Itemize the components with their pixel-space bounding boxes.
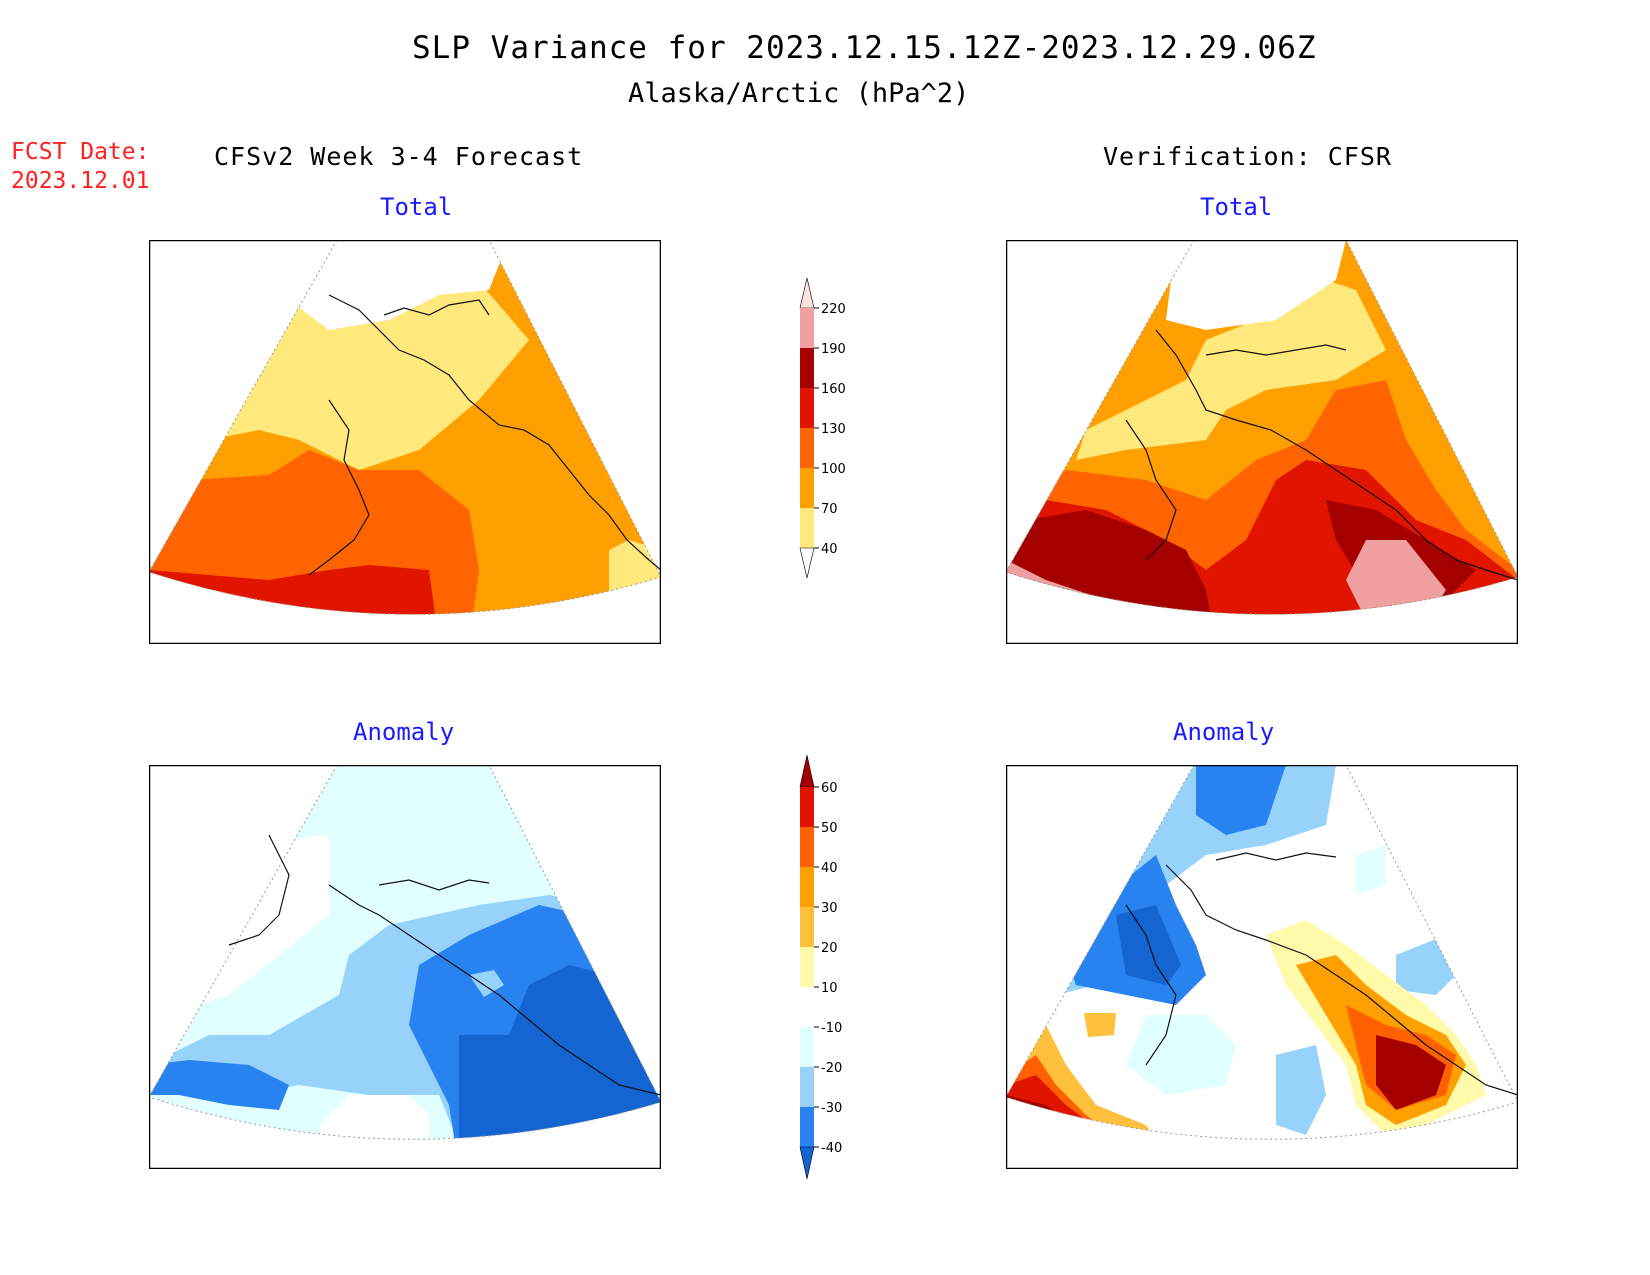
verification-column-header: Verification: CFSR xyxy=(1103,142,1392,171)
verification-total-title: Total xyxy=(1200,193,1273,221)
forecast-total-map xyxy=(149,240,661,644)
anomaly-colorbar-label: 30 xyxy=(821,901,838,916)
anomaly-colorbar-segment xyxy=(800,867,814,907)
anomaly-colorbar-label: -40 xyxy=(821,1141,842,1156)
anomaly-colorbar: -40 -30 -20 -10 10 20 30 40 50 60 xyxy=(790,755,870,1195)
anomaly-colorbar-label: 20 xyxy=(821,941,838,956)
total-colorbar-label: 190 xyxy=(821,342,846,357)
total-colorbar-label: 220 xyxy=(821,302,846,317)
total-colorbar-segment xyxy=(800,428,814,468)
total-colorbar-label: 130 xyxy=(821,422,846,437)
total-colorbar-label: 160 xyxy=(821,382,846,397)
forecast-total-title: Total xyxy=(380,193,453,221)
anomaly-colorbar-segment xyxy=(800,1067,814,1107)
total-colorbar-segment xyxy=(800,348,814,388)
total-colorbar-label: 100 xyxy=(821,462,846,477)
total-colorbar-segment xyxy=(800,468,814,508)
total-colorbar-svg: 40 70 100 130 160 190 220 xyxy=(799,278,846,579)
verification-anomaly-title: Anomaly xyxy=(1173,718,1275,746)
anomaly-colorbar-svg: -40 -30 -20 -10 10 20 30 40 50 60 xyxy=(799,755,842,1180)
anomaly-colorbar-segment xyxy=(800,827,814,867)
verification-anomaly-map xyxy=(1006,765,1518,1169)
total-colorbar-segment xyxy=(800,388,814,428)
anomaly-colorbar-bottom-triangle xyxy=(799,1146,815,1180)
anomaly-colorbar-segment xyxy=(800,1107,814,1147)
anomaly-colorbar-segment xyxy=(800,907,814,947)
anomaly-colorbar-label: 10 xyxy=(821,981,838,996)
figure-title: SLP Variance for 2023.12.15.12Z-2023.12.… xyxy=(412,30,1317,66)
forecast-anomaly-map xyxy=(149,765,661,1169)
total-colorbar-bottom-triangle xyxy=(799,547,815,579)
total-colorbar: 40 70 100 130 160 190 220 xyxy=(790,278,870,608)
total-colorbar-segment xyxy=(800,508,814,548)
anomaly-colorbar-label: -20 xyxy=(821,1061,842,1076)
forecast-column-header: CFSv2 Week 3-4 Forecast xyxy=(214,142,584,171)
anomaly-colorbar-label: 50 xyxy=(821,821,838,836)
anomaly-colorbar-label: -10 xyxy=(821,1021,842,1036)
verification-total-map xyxy=(1006,240,1518,644)
anomaly-colorbar-label: -30 xyxy=(821,1101,842,1116)
total-colorbar-label: 40 xyxy=(821,542,838,557)
total-colorbar-label: 70 xyxy=(821,502,838,517)
anomaly-colorbar-top-triangle xyxy=(799,755,815,788)
anomaly-colorbar-label: 60 xyxy=(821,781,838,796)
anomaly-colorbar-segment xyxy=(800,787,814,827)
total-colorbar-top-triangle xyxy=(799,278,815,309)
fcst-date-label: FCST Date: xyxy=(11,139,150,165)
forecast-anomaly-title: Anomaly xyxy=(353,718,455,746)
fcst-date-value: 2023.12.01 xyxy=(11,168,150,194)
figure-subtitle: Alaska/Arctic (hPa^2) xyxy=(628,78,970,109)
anomaly-colorbar-segment xyxy=(800,947,814,987)
anomaly-colorbar-segment xyxy=(800,987,814,1027)
total-colorbar-segment xyxy=(800,308,814,348)
anomaly-colorbar-segment xyxy=(800,1027,814,1067)
anomaly-colorbar-label: 40 xyxy=(821,861,838,876)
